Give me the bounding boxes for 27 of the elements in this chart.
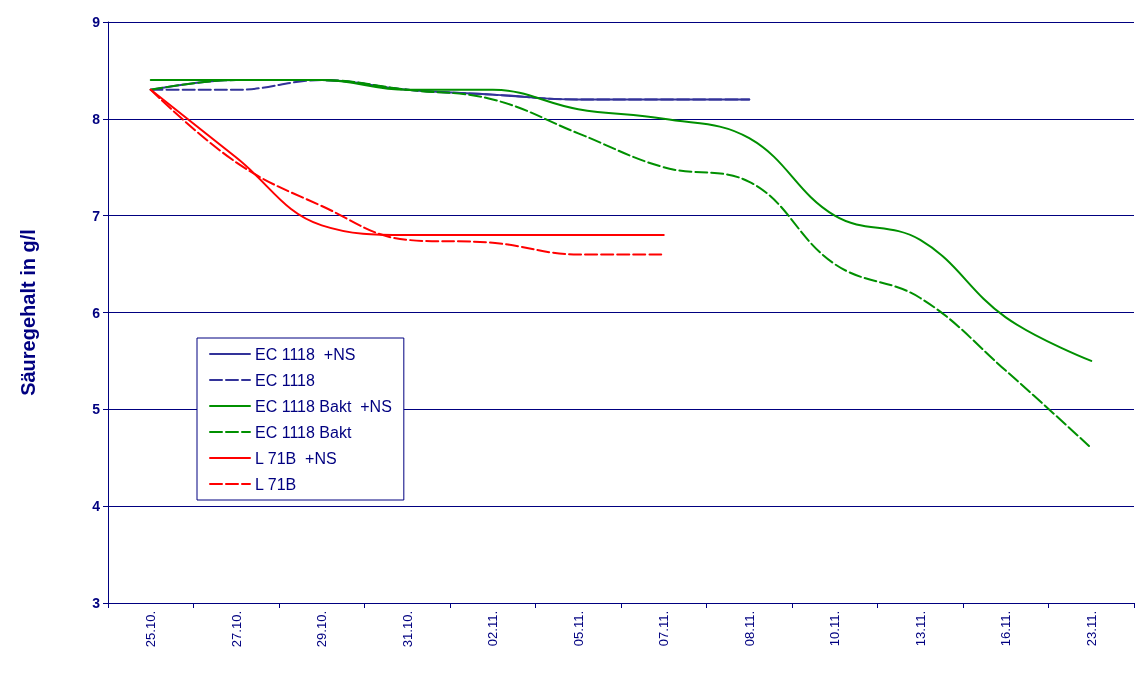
y-tick-label: 7 (92, 207, 101, 224)
legend-label: EC 1118 (255, 371, 315, 389)
y-tick-label: 4 (92, 498, 101, 515)
x-tick-label: 29.10. (314, 611, 330, 648)
x-tick-label: 25.10. (143, 611, 159, 648)
legend-label: L 71B (255, 475, 297, 493)
x-tick-label: 02.11. (485, 611, 501, 647)
x-tick-label: 31.10. (399, 611, 415, 648)
x-tick-label: 16.11. (998, 611, 1014, 647)
y-tick-label: 6 (92, 304, 101, 321)
x-tick-label: 27.10. (228, 611, 244, 648)
y-tick-label: 5 (92, 401, 101, 418)
x-tick-label: 08.11. (741, 611, 757, 647)
y-tick-label: 3 (92, 595, 101, 611)
legend-label: EC 1118 Bakt +NS (255, 397, 392, 415)
y-tick-label: 8 (92, 110, 101, 127)
x-tick-label: 05.11. (570, 611, 586, 647)
y-tick-label: 9 (92, 14, 101, 30)
legend-label: EC 1118 +NS (255, 345, 356, 363)
legend-label: EC 1118 Bakt (255, 423, 352, 441)
x-tick-label: 10.11. (827, 611, 843, 647)
x-tick-label: 13.11. (912, 611, 928, 647)
x-tick-label: 07.11. (656, 611, 672, 647)
line-series (149, 79, 1093, 450)
y-axis-title: Säuregehalt in g/l (17, 229, 39, 396)
legend-label: L 71B +NS (255, 449, 337, 467)
x-tick-label: 23.11. (1083, 611, 1099, 647)
